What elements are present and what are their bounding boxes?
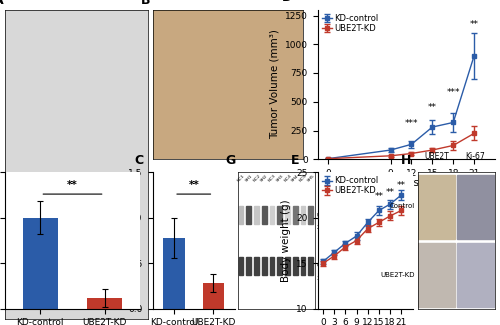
- Text: UBE2T-KD: UBE2T-KD: [380, 272, 414, 278]
- Bar: [254, 206, 259, 224]
- Y-axis label: Tumor Volume (mm³): Tumor Volume (mm³): [269, 30, 279, 139]
- Text: **: **: [470, 20, 478, 29]
- Bar: [270, 257, 274, 275]
- Text: **: **: [386, 188, 394, 197]
- Text: SH3: SH3: [276, 174, 284, 183]
- Bar: [457, 175, 494, 239]
- Bar: [270, 206, 274, 224]
- Legend: KD-control, UBE2T-KD: KD-control, UBE2T-KD: [322, 176, 378, 195]
- Bar: [262, 206, 266, 224]
- Bar: [164, 238, 185, 309]
- Bar: [262, 257, 266, 275]
- Text: SH4: SH4: [291, 174, 300, 183]
- Text: C: C: [134, 154, 143, 167]
- Text: **: **: [397, 181, 406, 190]
- Bar: [285, 206, 290, 224]
- Text: E: E: [291, 154, 300, 167]
- Text: UBE2T: UBE2T: [316, 213, 337, 218]
- Bar: [300, 257, 306, 275]
- Text: NC1: NC1: [237, 174, 246, 183]
- Bar: [293, 206, 298, 224]
- Text: Ki-67: Ki-67: [466, 152, 485, 161]
- X-axis label: (Days): (Days): [389, 178, 423, 188]
- Text: NC2: NC2: [252, 174, 262, 183]
- Text: **: **: [67, 180, 78, 190]
- Text: 36 kDa: 36 kDa: [316, 276, 336, 280]
- Text: ***: ***: [404, 119, 418, 128]
- Bar: [254, 257, 259, 275]
- Text: SH1: SH1: [244, 174, 254, 183]
- Y-axis label: Body weight (g): Body weight (g): [280, 199, 290, 282]
- Text: **: **: [374, 192, 384, 202]
- Text: SH2: SH2: [260, 174, 269, 183]
- Text: D: D: [282, 0, 292, 4]
- Text: 23 kDa: 23 kDa: [316, 225, 336, 230]
- Bar: [246, 206, 251, 224]
- Text: UBE2T: UBE2T: [424, 152, 449, 161]
- Bar: [246, 257, 251, 275]
- Legend: KD-control, UBE2T-KD: KD-control, UBE2T-KD: [322, 14, 378, 33]
- Text: NC3: NC3: [268, 174, 277, 183]
- Bar: [418, 243, 456, 307]
- Bar: [457, 243, 494, 307]
- Text: SH5: SH5: [306, 174, 316, 183]
- Text: **: **: [188, 180, 199, 190]
- Bar: [202, 283, 224, 309]
- Text: B: B: [140, 0, 150, 7]
- Bar: [285, 257, 290, 275]
- Text: **: **: [428, 103, 437, 112]
- Text: GAPDH: GAPDH: [316, 263, 339, 268]
- Bar: [293, 257, 298, 275]
- Bar: [308, 206, 313, 224]
- Text: G: G: [226, 154, 236, 167]
- Bar: [278, 257, 282, 275]
- Bar: [278, 206, 282, 224]
- Text: NC4: NC4: [284, 174, 292, 183]
- Text: NC5: NC5: [298, 174, 308, 183]
- Text: Control: Control: [389, 203, 414, 209]
- Text: H: H: [400, 154, 411, 167]
- Bar: [22, 218, 58, 309]
- Bar: [300, 206, 306, 224]
- Bar: [308, 257, 313, 275]
- Bar: [238, 206, 244, 224]
- Bar: [418, 175, 456, 239]
- Bar: [238, 257, 244, 275]
- Y-axis label: Tumor weight (g): Tumor weight (g): [113, 196, 123, 285]
- Text: A: A: [0, 0, 3, 6]
- Bar: [87, 298, 122, 309]
- Text: ***: ***: [446, 88, 460, 97]
